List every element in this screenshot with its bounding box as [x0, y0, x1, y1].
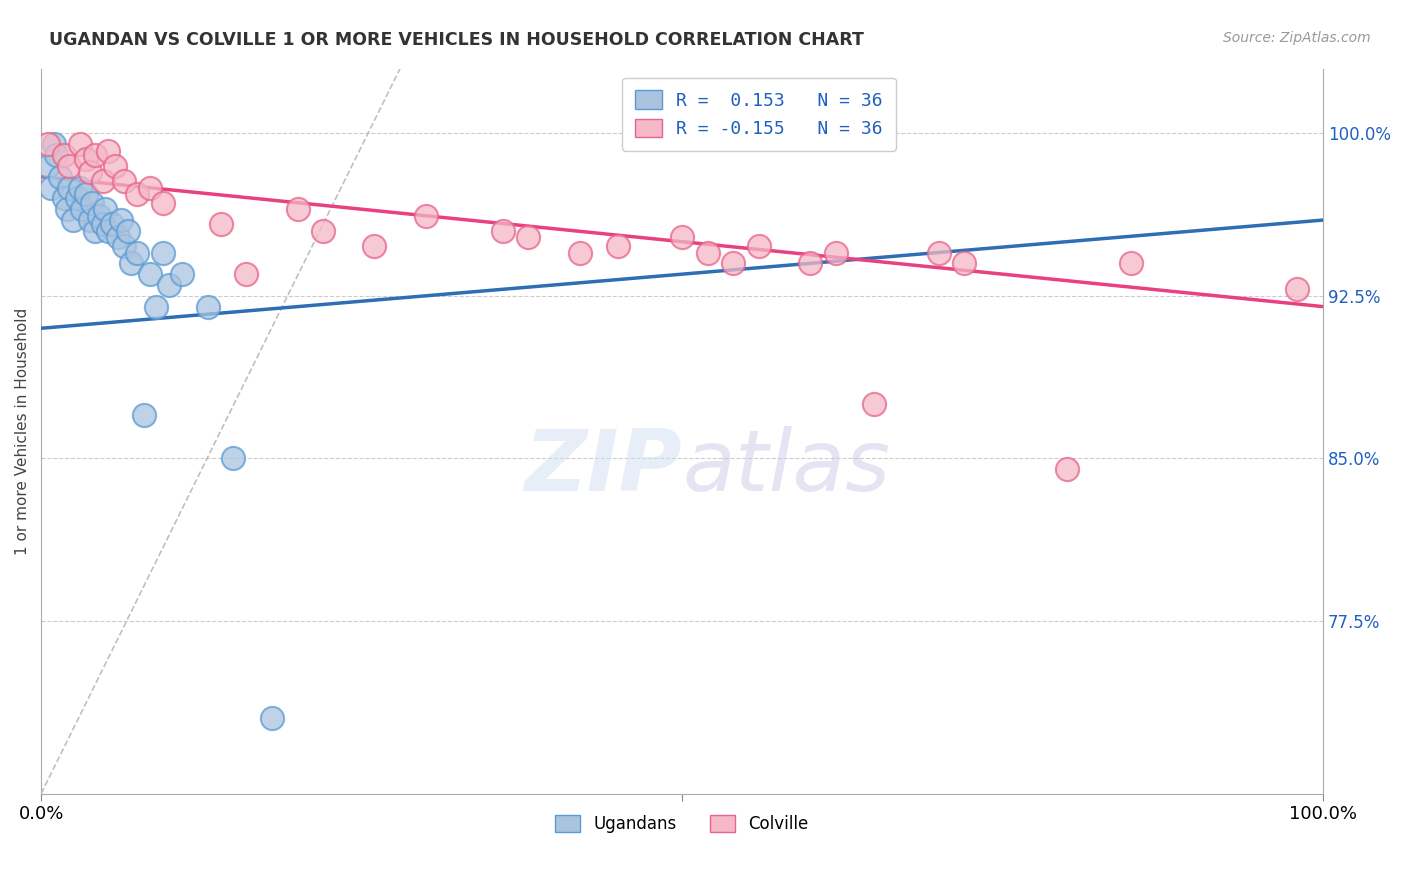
Point [152, 245, 174, 260]
Point [127, 245, 149, 260]
Point [117, 224, 139, 238]
Point [41, 180, 63, 194]
Point [415, 209, 437, 223]
Point [37, 137, 59, 152]
Point [287, 202, 309, 217]
Point [260, 711, 283, 725]
Point [94, 202, 117, 217]
Point [517, 230, 540, 244]
Point [222, 451, 245, 466]
Point [928, 245, 950, 260]
Point [87, 209, 110, 223]
Point [75, 153, 97, 167]
Point [209, 218, 232, 232]
Point [69, 180, 91, 194]
Point [97, 224, 120, 238]
Point [1286, 282, 1309, 296]
Point [66, 191, 89, 205]
Point [1056, 462, 1078, 476]
Point [723, 256, 745, 270]
Text: UGANDAN VS COLVILLE 1 OR MORE VEHICLES IN HOUSEHOLD CORRELATION CHART: UGANDAN VS COLVILLE 1 OR MORE VEHICLES I… [49, 31, 865, 49]
Point [607, 239, 630, 253]
Point [62, 213, 84, 227]
Point [100, 218, 122, 232]
Text: atlas: atlas [682, 425, 890, 508]
Point [799, 256, 821, 270]
Legend: R =  0.153   N = 36, R = -0.155   N = 36: R = 0.153 N = 36, R = -0.155 N = 36 [623, 78, 896, 151]
Point [491, 224, 513, 238]
Point [42, 137, 65, 152]
Point [363, 239, 385, 253]
Point [748, 239, 770, 253]
Point [104, 159, 127, 173]
Point [55, 202, 77, 217]
Point [157, 277, 180, 292]
Point [107, 230, 129, 244]
Point [152, 195, 174, 210]
Point [37, 159, 59, 173]
Point [197, 300, 219, 314]
Point [49, 169, 72, 184]
Point [79, 165, 101, 179]
Point [69, 137, 91, 152]
Point [127, 187, 149, 202]
Point [91, 218, 114, 232]
Point [91, 174, 114, 188]
Point [825, 245, 848, 260]
Point [79, 213, 101, 227]
Point [84, 224, 107, 238]
Point [75, 187, 97, 202]
Point [45, 148, 67, 162]
Point [953, 256, 976, 270]
Point [114, 174, 136, 188]
Text: ZIP: ZIP [524, 425, 682, 508]
Point [70, 202, 93, 217]
Point [139, 267, 162, 281]
Point [97, 144, 120, 158]
Point [58, 159, 80, 173]
Point [235, 267, 257, 281]
Y-axis label: 1 or more Vehicles in Household: 1 or more Vehicles in Household [15, 308, 30, 555]
Point [139, 180, 162, 194]
Point [172, 267, 194, 281]
Point [312, 224, 335, 238]
Point [58, 180, 80, 194]
Point [110, 213, 132, 227]
Point [671, 230, 693, 244]
Point [120, 256, 142, 270]
Point [568, 245, 591, 260]
Point [53, 148, 76, 162]
Point [863, 397, 886, 411]
Point [1119, 256, 1142, 270]
Point [145, 300, 167, 314]
Text: Source: ZipAtlas.com: Source: ZipAtlas.com [1223, 31, 1371, 45]
Point [132, 408, 155, 422]
Point [53, 191, 76, 205]
Point [114, 239, 136, 253]
Point [82, 195, 104, 210]
Point [696, 245, 718, 260]
Point [84, 148, 107, 162]
